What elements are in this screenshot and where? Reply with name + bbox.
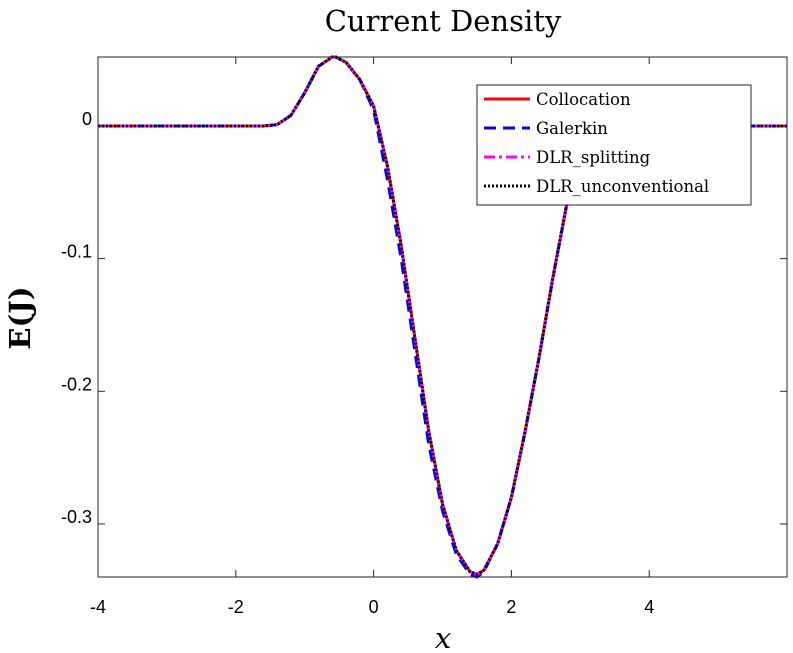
y-tick-label: -0.3 xyxy=(61,507,92,527)
x-tick-label: 0 xyxy=(369,597,379,617)
legend: Collocation Galerkin DLR_splitting DLR_unco… xyxy=(476,84,752,206)
y-axis-label: E(J) xyxy=(3,286,37,349)
x-tick-label: -4 xyxy=(90,597,106,617)
tick-marks xyxy=(97,57,787,577)
plot-frame xyxy=(97,56,788,578)
y-tick-label: -0.2 xyxy=(61,374,92,394)
x-tick-label: 2 xyxy=(506,597,516,617)
legend-label-galerkin: Galerkin xyxy=(536,119,608,138)
chart-title: Current Density xyxy=(325,4,562,38)
legend-label-collocation: Collocation xyxy=(536,90,631,109)
x-tick-labels: -4 -2 0 2 4 xyxy=(90,597,654,617)
x-tick-label: -2 xyxy=(228,597,244,617)
legend-label-dlr-splitting: DLR_splitting xyxy=(536,148,651,167)
x-axis-label: x xyxy=(435,621,451,653)
y-tick-label: 0 xyxy=(82,109,92,129)
y-tick-labels: 0 -0.1 -0.2 -0.3 xyxy=(61,109,92,527)
x-tick-label: 4 xyxy=(644,597,654,617)
legend-label-dlr-unconventional: DLR_unconventional xyxy=(536,177,709,196)
legend-box xyxy=(476,84,752,206)
y-tick-label: -0.1 xyxy=(61,242,92,262)
